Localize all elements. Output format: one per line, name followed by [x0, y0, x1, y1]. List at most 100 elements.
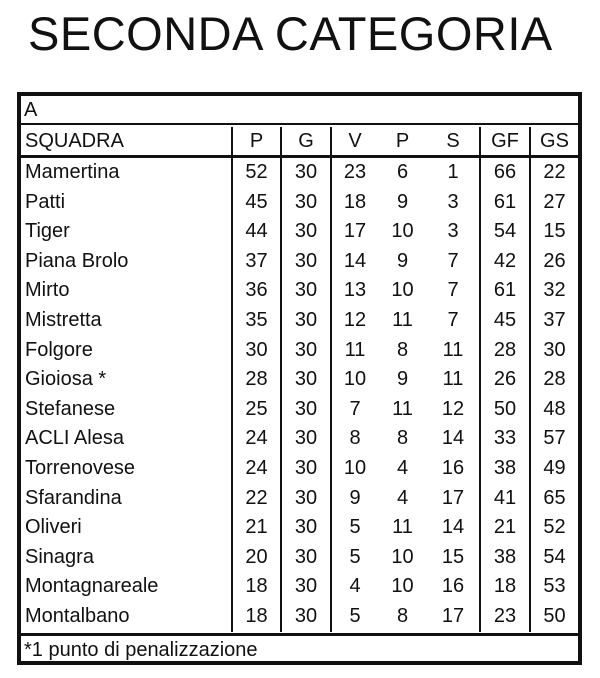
stat-cell: 5 [330, 542, 378, 573]
table-row: Sinagra 20 30 5 10 15 38 54 [21, 542, 578, 573]
stat-cell: 16 [441, 575, 465, 598]
stat-cell: 52 [529, 513, 578, 543]
stat-cell: 30 [280, 156, 331, 188]
table-row: Mirto 36 30 13 10 7 61 32 [21, 276, 578, 306]
stat-cell: 12 [441, 397, 465, 420]
stat-cell: 8 [330, 424, 378, 454]
team-name: Montalbano [25, 604, 130, 627]
stat-cell: 15 [441, 545, 465, 568]
stat-cell: 17 [441, 486, 465, 509]
stat-cell: 45 [231, 187, 281, 218]
stat-cell: 16 [441, 456, 465, 479]
team-name: ACLI Alesa [25, 427, 124, 450]
stat-cell: 24 [231, 453, 281, 484]
stat-cell: 50 [529, 601, 578, 632]
team-name: Torrenovese [25, 456, 136, 479]
stat-cell: 37 [231, 246, 281, 277]
column-header: S [427, 127, 480, 158]
stat-cell: 30 [280, 424, 331, 454]
table-row: Folgore 30 30 11 8 11 28 30 [21, 335, 578, 366]
stat-cell: 18 [330, 187, 378, 218]
stat-cell: 14 [441, 427, 465, 450]
column-header: P [231, 127, 281, 158]
team-name: Oliveri [25, 516, 82, 539]
stat-cell: 30 [280, 601, 331, 632]
stat-cell: 49 [529, 453, 578, 484]
team-name: Stefanese [25, 397, 116, 420]
stat-cell: 1 [447, 161, 459, 183]
stat-cell: 41 [479, 483, 530, 514]
stat-cell: 30 [280, 365, 331, 395]
team-name: Sfarandina [25, 486, 122, 509]
table-row: Torrenovese 24 30 10 4 16 38 49 [21, 453, 578, 484]
stat-cell: 35 [231, 305, 281, 336]
team-name: Mamertina [25, 161, 120, 183]
stat-cell: 23 [479, 601, 530, 632]
table-row: Patti 45 30 18 9 3 61 27 [21, 187, 578, 218]
stat-cell: 12 [330, 305, 378, 336]
stat-cell: 54 [529, 542, 578, 573]
stat-cell: 30 [231, 335, 281, 366]
stat-cell: 8 [396, 338, 409, 361]
stat-cell: 42 [479, 246, 530, 277]
stat-cell: 30 [280, 394, 331, 425]
stat-cell: 30 [280, 513, 331, 543]
stat-cell: 61 [479, 187, 530, 218]
stat-cell: 20 [231, 542, 281, 573]
table-row: Tiger 44 30 17 10 3 54 15 [21, 217, 578, 247]
stat-cell: 17 [441, 604, 465, 627]
stat-cell: 8 [396, 427, 409, 450]
team-name: Montagnareale [25, 575, 159, 598]
stat-cell: 10 [391, 220, 414, 243]
stat-cell: 9 [330, 483, 378, 514]
stat-cell: 30 [280, 187, 331, 218]
stat-cell: 9 [396, 368, 409, 391]
column-header: P [378, 127, 427, 158]
stat-cell: 33 [479, 424, 530, 454]
table-row: Montagnareale 18 30 4 10 16 18 53 [21, 572, 578, 602]
stat-cell: 11 [392, 397, 413, 420]
column-header: G [280, 127, 331, 158]
stat-cell: 54 [479, 217, 530, 247]
column-header: V [330, 127, 378, 158]
stat-cell: 18 [231, 572, 281, 602]
stat-cell: 3 [447, 190, 459, 213]
team-name: Sinagra [25, 545, 94, 568]
page-title: SECONDA CATEGORIA [28, 7, 553, 60]
stat-cell: 7 [447, 279, 459, 302]
stat-cell: 44 [231, 217, 281, 247]
stat-cell: 11 [442, 368, 464, 391]
stat-cell: 45 [479, 305, 530, 336]
stat-cell: 7 [447, 308, 459, 331]
stat-cell: 11 [392, 308, 413, 331]
stat-cell: 11 [392, 516, 413, 539]
stat-cell: 11 [442, 338, 464, 361]
stat-cell: 28 [479, 335, 530, 366]
stat-cell: 30 [280, 572, 331, 602]
stat-cell: 30 [280, 217, 331, 247]
stat-cell: 4 [396, 456, 409, 479]
stat-cell: 3 [447, 220, 459, 243]
stat-cell: 18 [479, 572, 530, 602]
stat-cell: 14 [330, 246, 378, 277]
stat-cell: 36 [231, 276, 281, 306]
stat-cell: 10 [391, 575, 414, 598]
stat-cell: 28 [231, 365, 281, 395]
stat-cell: 65 [529, 483, 578, 514]
stat-cell: 30 [280, 453, 331, 484]
stat-cell: 10 [330, 365, 378, 395]
stat-cell: 4 [396, 486, 409, 509]
stat-cell: 30 [280, 246, 331, 277]
stat-cell: 15 [529, 217, 578, 247]
table-row: Oliveri 21 30 5 11 14 21 52 [21, 513, 578, 543]
stat-cell: 30 [280, 483, 331, 514]
table-row: Stefanese 25 30 7 11 12 50 48 [21, 394, 578, 425]
stat-cell: 23 [330, 156, 378, 188]
stat-cell: 5 [330, 513, 378, 543]
table-row: Mamertina 52 30 23 6 1 66 22 [21, 156, 578, 188]
group-label: A [21, 96, 578, 125]
footnote: *1 punto di penalizzazione [21, 633, 578, 661]
team-name: Mistretta [25, 308, 102, 331]
stat-cell: 53 [529, 572, 578, 602]
stat-cell: 26 [529, 246, 578, 277]
